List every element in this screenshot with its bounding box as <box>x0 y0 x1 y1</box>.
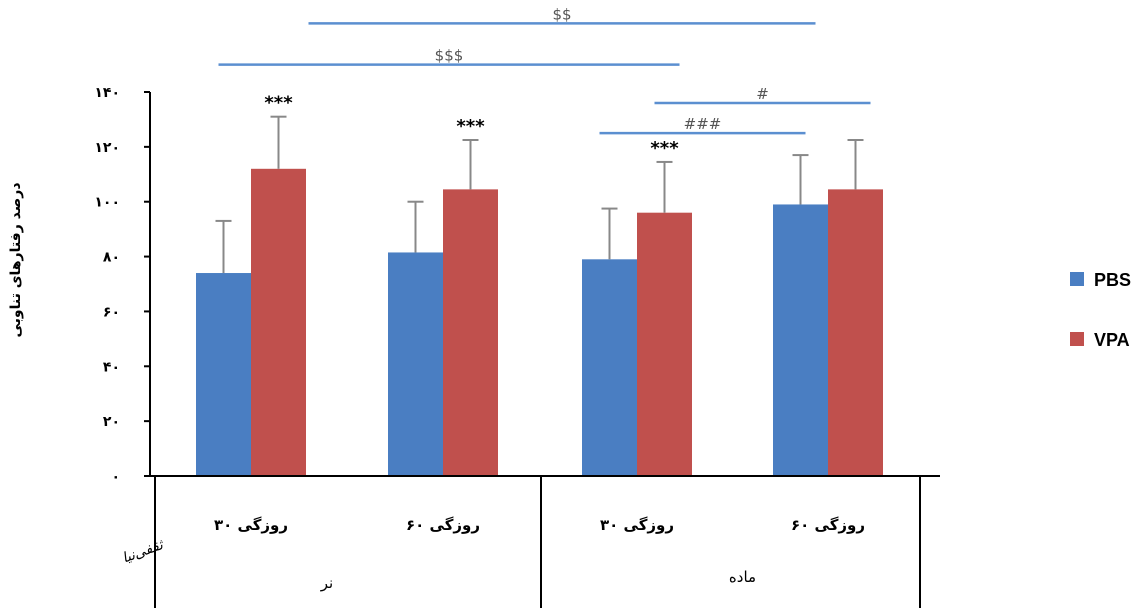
category-label-1: ۶۰ روزگی <box>406 516 480 534</box>
category-label-0: ۳۰ روزگی <box>214 516 288 534</box>
comparison-label-0: $$ <box>552 5 571 23</box>
y-tick-label-4: ۸۰ <box>103 250 120 266</box>
significance-stars-1: *** <box>456 116 485 137</box>
watermark: ثقفی‌نیا <box>120 536 167 566</box>
y-axis: ۰ ۲۰ ۴۰ ۶۰ ۸۰ ۱۰۰ ۱۲۰ ۱۴۰ <box>94 85 940 485</box>
bar-vpa-3 <box>828 189 883 476</box>
bar-pbs-2 <box>582 259 637 476</box>
y-tick-label-7: ۱۴۰ <box>94 85 120 101</box>
bar-pbs-3 <box>773 204 828 476</box>
legend-label-pbs: PBS <box>1094 270 1131 290</box>
group-label-0: نر <box>320 574 333 592</box>
comparisons-layer: $$$$$#### <box>218 5 871 135</box>
bar-vpa-1 <box>443 189 498 476</box>
category-label-3: ۶۰ روزگی <box>791 516 865 534</box>
y-tick-label-1: ۲۰ <box>103 414 120 430</box>
bar-pbs-1 <box>388 252 443 476</box>
comparison-label-1: $$$ <box>435 47 464 65</box>
comparison-label-3: ### <box>684 115 722 133</box>
error-bars-layer: *** *** *** <box>215 93 864 274</box>
group-label-1: ماده <box>729 568 756 586</box>
legend-swatch-vpa <box>1070 332 1084 346</box>
y-tick-label-6: ۱۲۰ <box>94 140 120 156</box>
category-label-2: ۳۰ روزگی <box>600 516 674 534</box>
legend-label-vpa: VPA <box>1094 330 1130 350</box>
y-tick-label-5: ۱۰۰ <box>94 195 120 211</box>
legend-swatch-pbs <box>1070 272 1084 286</box>
comparison-label-2: # <box>756 85 769 103</box>
bar-vpa-0 <box>251 168 306 477</box>
y-tick-label-0: ۰ <box>111 469 120 485</box>
category-table: ۳۰ روزگی ۶۰ روزگی ۳۰ روزگی ۶۰ روزگی نر ماده <box>154 476 921 608</box>
significance-stars-2: *** <box>650 138 679 159</box>
y-tick-label-3: ۶۰ <box>103 304 120 320</box>
legend: PBS VPA <box>1070 270 1131 350</box>
y-tick-label-2: ۴۰ <box>103 359 120 375</box>
y-axis-title: درصد رفتارهای تناوبی <box>8 182 24 337</box>
significance-stars-0: *** <box>264 93 293 114</box>
bar-pbs-0 <box>196 273 251 476</box>
bars-layer <box>196 168 883 477</box>
bar-vpa-2 <box>637 212 692 476</box>
